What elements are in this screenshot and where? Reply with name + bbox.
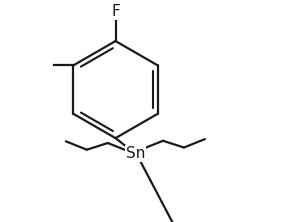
- Text: Sn: Sn: [126, 146, 145, 161]
- Text: F: F: [111, 4, 120, 19]
